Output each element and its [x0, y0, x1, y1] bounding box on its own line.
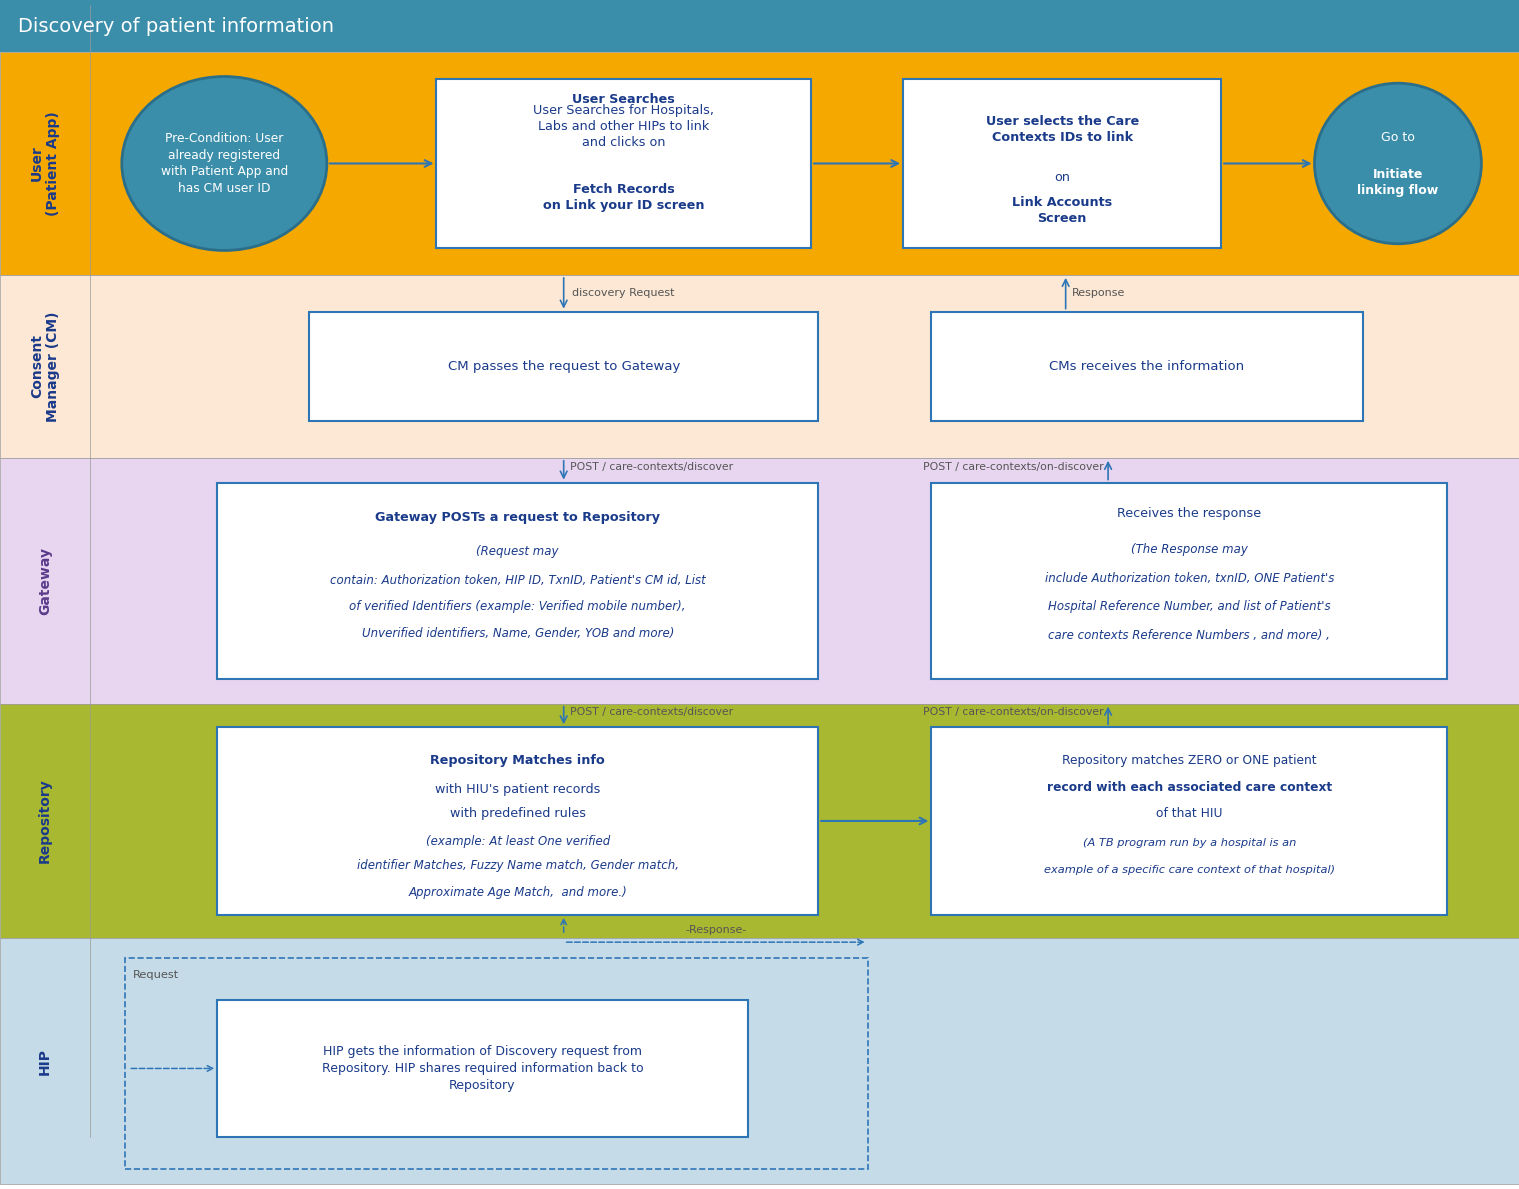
Bar: [217, 728, 819, 914]
Text: example of a specific care context of that hospital): example of a specific care context of th…: [1044, 864, 1335, 875]
Text: Go to: Go to: [1381, 131, 1414, 144]
Text: Pre-Condition: User
already registered
with Patient App and
has CM user ID: Pre-Condition: User already registered w…: [161, 132, 289, 195]
Text: Link Accounts
Screen: Link Accounts Screen: [1012, 196, 1112, 226]
Text: Gateway POSTs a request to Repository: Gateway POSTs a request to Repository: [375, 511, 661, 524]
Bar: [931, 312, 1363, 421]
Text: POST / care-contexts/discover: POST / care-contexts/discover: [570, 707, 732, 717]
Text: Response: Response: [1072, 288, 1126, 298]
Text: of that HIU: of that HIU: [1156, 807, 1223, 820]
Text: (example: At least One verified: (example: At least One verified: [425, 835, 609, 848]
Text: Repository Matches info: Repository Matches info: [430, 755, 605, 767]
Text: on: on: [1054, 170, 1069, 183]
Text: User Searches: User Searches: [573, 93, 674, 106]
Text: POST / care-contexts/on-discover: POST / care-contexts/on-discover: [924, 707, 1104, 717]
Text: POST / care-contexts/on-discover: POST / care-contexts/on-discover: [924, 463, 1104, 472]
Text: CMs receives the information: CMs receives the information: [1050, 360, 1244, 373]
Text: Discovery of patient information: Discovery of patient information: [18, 17, 334, 36]
Text: -Response-: -Response-: [685, 925, 746, 936]
Text: of verified Identifiers (example: Verified mobile number),: of verified Identifiers (example: Verifi…: [349, 600, 687, 612]
Bar: [217, 1000, 747, 1138]
Text: (Request may: (Request may: [477, 545, 559, 558]
Bar: [0, 704, 1519, 938]
Text: discovery Request: discovery Request: [571, 288, 674, 298]
Text: User Searches for Hospitals,
Labs and other HIPs to link
and clicks on: User Searches for Hospitals, Labs and ot…: [533, 103, 714, 149]
Text: User
(Patient App): User (Patient App): [30, 111, 61, 216]
Bar: [310, 312, 819, 421]
Text: contain: Authorization token, HIP ID, TxnID, Patient's CM id, List: contain: Authorization token, HIP ID, Tx…: [330, 574, 706, 587]
Text: Hospital Reference Number, and list of Patient's: Hospital Reference Number, and list of P…: [1048, 600, 1331, 612]
Text: Approximate Age Match,  and more.): Approximate Age Match, and more.): [409, 886, 627, 899]
Text: HIP gets the information of Discovery request from
Repository. HIP shares requir: HIP gets the information of Discovery re…: [322, 1045, 643, 1092]
Bar: [931, 728, 1448, 914]
Text: Repository matches ZERO or ONE patient: Repository matches ZERO or ONE patient: [1062, 755, 1317, 767]
Text: Initiate
linking flow: Initiate linking flow: [1358, 169, 1438, 197]
Text: Unverified identifiers, Name, Gender, YOB and more): Unverified identifiers, Name, Gender, YO…: [362, 628, 674, 641]
Bar: [0, 458, 1519, 704]
Bar: [0, 938, 1519, 1184]
Text: User selects the Care
Contexts IDs to link: User selects the Care Contexts IDs to li…: [986, 115, 1139, 144]
Bar: [0, 52, 1519, 275]
Text: Fetch Records
on Link your ID screen: Fetch Records on Link your ID screen: [542, 183, 705, 212]
Text: include Authorization token, txnID, ONE Patient's: include Authorization token, txnID, ONE …: [1045, 572, 1334, 585]
Text: (The Response may: (The Response may: [1132, 543, 1247, 556]
Text: CM passes the request to Gateway: CM passes the request to Gateway: [448, 360, 681, 373]
Ellipse shape: [1314, 83, 1481, 244]
Text: with predefined rules: with predefined rules: [450, 807, 586, 820]
Text: Consent
Manager (CM): Consent Manager (CM): [30, 312, 61, 422]
Text: identifier Matches, Fuzzy Name match, Gender match,: identifier Matches, Fuzzy Name match, Ge…: [357, 860, 679, 873]
Bar: [436, 78, 811, 249]
Text: (A TB program run by a hospital is an: (A TB program run by a hospital is an: [1083, 838, 1296, 849]
Text: Receives the response: Receives the response: [1118, 508, 1261, 521]
Bar: [217, 483, 819, 679]
Text: Repository: Repository: [38, 779, 52, 863]
Bar: [931, 483, 1448, 679]
Text: record with each associated care context: record with each associated care context: [1047, 781, 1332, 794]
Text: Request: Request: [134, 970, 179, 980]
Ellipse shape: [122, 76, 327, 251]
Bar: [126, 958, 867, 1169]
Text: POST / care-contexts/discover: POST / care-contexts/discover: [570, 463, 732, 472]
Text: with HIU's patient records: with HIU's patient records: [434, 782, 600, 795]
Bar: [0, 0, 1519, 52]
Text: HIP: HIP: [38, 1048, 52, 1075]
Bar: [0, 275, 1519, 458]
Text: care contexts Reference Numbers , and more) ,: care contexts Reference Numbers , and mo…: [1048, 629, 1331, 642]
Text: Gateway: Gateway: [38, 547, 52, 615]
Bar: [904, 78, 1221, 249]
